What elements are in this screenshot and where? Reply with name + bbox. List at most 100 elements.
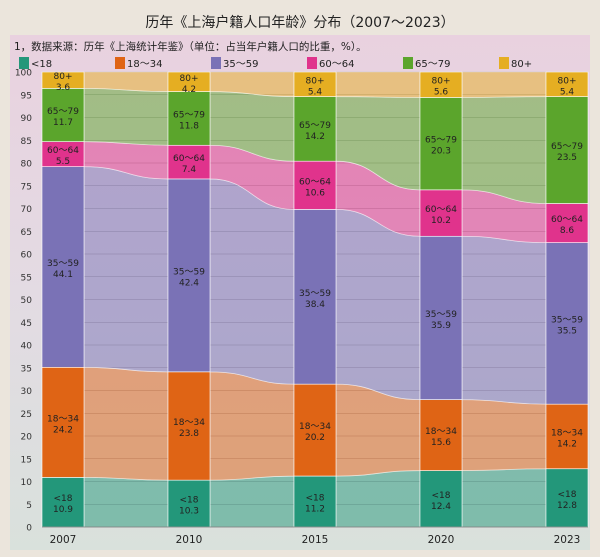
bar-segment bbox=[545, 468, 589, 528]
segment-label: <18 bbox=[306, 494, 325, 504]
ribbon-<18 bbox=[461, 468, 547, 528]
bar-segment bbox=[41, 88, 85, 142]
legend-label: 18～34 bbox=[127, 59, 162, 70]
y-tick-label: 25 bbox=[21, 410, 32, 420]
data-label: 15.6 bbox=[431, 438, 451, 448]
data-label: 8.6 bbox=[560, 226, 575, 236]
segment-label: 35～59 bbox=[173, 267, 205, 277]
bar-segment bbox=[545, 203, 589, 243]
data-label: 7.4 bbox=[182, 165, 197, 175]
data-label: 38.4 bbox=[305, 300, 325, 310]
bar-segment bbox=[545, 242, 589, 405]
chart-title: 历年《上海户籍人口年龄》分布（2007～2023） bbox=[145, 14, 454, 31]
y-tick-label: 70 bbox=[21, 205, 33, 215]
bar-segment bbox=[419, 470, 463, 528]
bar-segment bbox=[545, 71, 589, 97]
data-label: 5.4 bbox=[560, 87, 575, 97]
segment-label: <18 bbox=[432, 491, 451, 501]
legend-swatch bbox=[19, 57, 29, 69]
legend-swatch bbox=[211, 57, 221, 69]
y-tick-label: 55 bbox=[21, 273, 32, 283]
segment-label: 65～79 bbox=[47, 107, 79, 117]
ribbon-35～59 bbox=[461, 235, 547, 405]
y-tick-label: 80 bbox=[21, 160, 33, 170]
bar-segment bbox=[41, 166, 85, 368]
segment-label: <18 bbox=[54, 494, 73, 504]
x-tick-label: 2020 bbox=[428, 534, 455, 546]
y-tick-label: 5 bbox=[26, 501, 32, 511]
data-label: 10.9 bbox=[53, 505, 73, 515]
data-label: 35.5 bbox=[557, 326, 577, 336]
bar-segment bbox=[419, 71, 463, 98]
y-tick-label: 40 bbox=[21, 342, 33, 352]
ribbon-35～59 bbox=[209, 178, 295, 385]
x-tick-label: 2007 bbox=[50, 534, 77, 546]
legend-label: 65～79 bbox=[415, 59, 450, 70]
segment-label: <18 bbox=[558, 490, 577, 500]
legend-label: <18 bbox=[31, 59, 52, 70]
segment-label: 18～34 bbox=[425, 427, 457, 437]
ribbon-18～34 bbox=[209, 371, 295, 481]
data-label: 35.9 bbox=[431, 321, 451, 331]
data-label: 5.4 bbox=[308, 87, 323, 97]
bar-segment bbox=[419, 235, 463, 400]
segment-label: 60～64 bbox=[551, 215, 583, 225]
bar-segment bbox=[167, 91, 211, 146]
data-label: 10.6 bbox=[305, 188, 325, 198]
y-tick-label: 100 bbox=[15, 69, 32, 79]
segment-label: 80+ bbox=[558, 76, 577, 86]
data-label: 20.3 bbox=[431, 147, 451, 157]
ribbon-80+ bbox=[335, 71, 421, 98]
segment-label: 80+ bbox=[306, 76, 325, 86]
y-tick-label: 20 bbox=[21, 433, 33, 443]
ribbon-80+ bbox=[461, 71, 547, 98]
data-label: 10.3 bbox=[179, 507, 199, 517]
ribbon-18～34 bbox=[461, 399, 547, 471]
segment-label: 35～59 bbox=[551, 315, 583, 325]
segment-label: 18～34 bbox=[47, 414, 79, 424]
data-label: 44.1 bbox=[53, 270, 73, 280]
segment-label: 35～59 bbox=[425, 310, 457, 320]
data-label: 12.4 bbox=[431, 502, 451, 512]
y-tick-label: 65 bbox=[21, 228, 32, 238]
legend: <18 18～34 35～59 60～64 65～79 80+ bbox=[19, 57, 532, 70]
segment-label: 65～79 bbox=[173, 110, 205, 120]
segment-label: 80+ bbox=[54, 72, 73, 82]
data-label: 24.2 bbox=[53, 425, 73, 435]
data-label: 11.7 bbox=[53, 118, 73, 128]
ribbon-35～59 bbox=[335, 209, 421, 401]
data-label: 5.5 bbox=[56, 157, 70, 167]
bar-segment bbox=[41, 71, 85, 89]
legend-swatch bbox=[403, 57, 413, 69]
bar-segment bbox=[545, 403, 589, 470]
y-tick-label: 15 bbox=[21, 455, 32, 465]
bar-segment bbox=[167, 71, 211, 92]
bar-segment bbox=[293, 160, 337, 210]
x-axis: 2007 2010 2015 2020 2023 bbox=[42, 526, 588, 546]
y-tick-label: 45 bbox=[21, 319, 32, 329]
ribbon-80+ bbox=[83, 71, 169, 92]
bar-segment bbox=[419, 97, 463, 191]
ribbon-18～34 bbox=[83, 366, 169, 481]
ribbon-35～59 bbox=[83, 166, 169, 373]
bar-segment bbox=[545, 96, 589, 204]
bar-segment bbox=[293, 96, 337, 162]
y-tick-label: 30 bbox=[21, 387, 33, 397]
data-label: 5.6 bbox=[434, 88, 449, 98]
y-axis: 0 5 10 15 20 25 30 35 40 45 50 55 60 65 70 75 80 85 90 95 10… bbox=[15, 69, 32, 534]
segment-label: 65～79 bbox=[425, 136, 457, 146]
legend-label: 60～64 bbox=[319, 59, 354, 70]
data-label: 11.8 bbox=[179, 121, 199, 131]
segment-label: 60～64 bbox=[425, 205, 457, 215]
data-label: 23.5 bbox=[557, 153, 577, 163]
segment-label: 35～59 bbox=[299, 289, 331, 299]
y-tick-label: 0 bbox=[26, 524, 32, 534]
legend-label: 35～59 bbox=[223, 59, 258, 70]
y-tick-label: 90 bbox=[21, 114, 33, 124]
y-tick-label: 60 bbox=[21, 251, 33, 261]
legend-swatch bbox=[499, 57, 509, 69]
segment-label: 18～34 bbox=[551, 428, 583, 438]
legend-swatch bbox=[307, 57, 317, 69]
bar-segment bbox=[41, 477, 85, 528]
